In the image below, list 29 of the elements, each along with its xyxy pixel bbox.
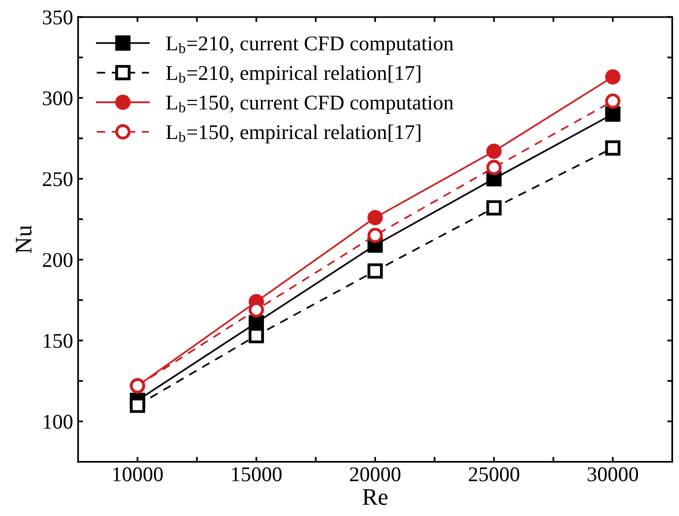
point bbox=[486, 144, 502, 159]
x-axis-title: Re bbox=[362, 489, 388, 505]
y-tick-label: 250 bbox=[42, 172, 72, 186]
point bbox=[368, 228, 383, 244]
x-tick-label: 15000 bbox=[232, 467, 282, 482]
x-tick-label: 20000 bbox=[350, 467, 400, 482]
x-tick-label: 25000 bbox=[468, 467, 520, 482]
y-tick-label: 200 bbox=[42, 253, 72, 268]
legend-label: L$_{b}$=150, current CFD computation bbox=[166, 96, 454, 114]
y-tick-label: 300 bbox=[42, 91, 72, 106]
legend-label: L$_{b}$=210, current CFD computation bbox=[166, 36, 454, 55]
point bbox=[248, 328, 264, 344]
point bbox=[486, 200, 502, 216]
y-tick-label: 350 bbox=[42, 10, 72, 24]
point bbox=[605, 106, 620, 122]
point bbox=[368, 263, 383, 279]
y-tick-label: 150 bbox=[44, 334, 72, 348]
legend-label: L$_{b}$=150, empirical relation[17] bbox=[166, 124, 420, 144]
x-tick-label: 30000 bbox=[588, 467, 638, 482]
x-tick-label: 10000 bbox=[113, 467, 163, 482]
point bbox=[486, 160, 502, 176]
point bbox=[605, 140, 620, 156]
y-axis-title: Nu bbox=[16, 225, 32, 254]
y-tick-label: 100 bbox=[44, 414, 72, 429]
point bbox=[605, 93, 620, 109]
point bbox=[605, 69, 620, 85]
point bbox=[130, 398, 146, 413]
point bbox=[368, 210, 383, 226]
legend-label: L$_{b}$=210, empirical relation[17] bbox=[166, 65, 420, 84]
